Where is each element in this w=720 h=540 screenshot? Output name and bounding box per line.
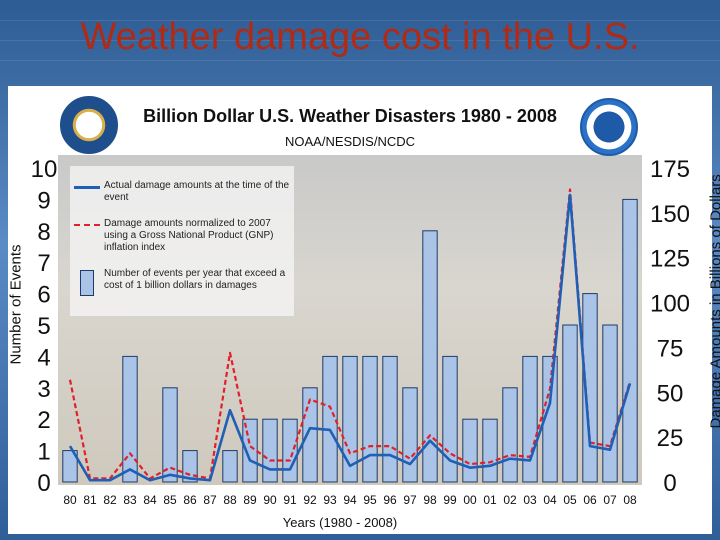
bar [402, 387, 418, 483]
x-tick-label: 91 [283, 493, 297, 507]
actual-damage-line [68, 193, 632, 482]
bar [362, 355, 378, 483]
x-tick-label: 92 [303, 493, 317, 507]
bar [602, 324, 618, 483]
bar [482, 418, 498, 483]
bar [582, 293, 598, 483]
bar [542, 355, 558, 483]
x-tick-label: 93 [323, 493, 337, 507]
y-tick-label-left: 4 [37, 344, 50, 371]
bar [562, 324, 578, 483]
x-tick-label: 90 [263, 493, 277, 507]
y-tick-label-left: 9 [37, 187, 50, 214]
y-tick-label-left: 8 [37, 219, 50, 246]
background-stripe [0, 60, 720, 61]
legend-swatch-normalized [74, 224, 100, 226]
x-tick-label: 96 [383, 493, 397, 507]
y-tick-label-right: 25 [657, 425, 684, 452]
bar [622, 198, 638, 483]
legend-item-actual: Actual damage amounts at the time of the… [74, 180, 290, 204]
legend-item-bars: Number of events per year that exceed a … [80, 268, 290, 296]
bar [422, 230, 438, 483]
x-tick-label: 95 [363, 493, 377, 507]
bar [122, 355, 138, 483]
x-tick-label: 86 [183, 493, 197, 507]
x-tick-label: 01 [483, 493, 497, 507]
x-tick-label: 94 [343, 493, 357, 507]
x-tick-label: 04 [543, 493, 557, 507]
x-tick-label: 99 [443, 493, 457, 507]
chart-subtitle: NOAA/NESDIS/NCDC [284, 134, 416, 149]
bar [222, 450, 238, 483]
y-tick-label-right: 150 [650, 201, 690, 228]
y-axis-label-left: Number of Events [7, 244, 25, 365]
x-tick-label: 80 [63, 493, 77, 507]
legend-label-actual: Actual damage amounts at the time of the… [104, 180, 290, 203]
x-tick-label: 06 [583, 493, 597, 507]
x-tick-label: 02 [503, 493, 517, 507]
x-axis-label: Years (1980 - 2008) [282, 515, 398, 530]
bar [322, 355, 338, 483]
x-tick-label: 82 [103, 493, 117, 507]
y-tick-label-left: 0 [37, 470, 50, 497]
legend-label-normalized: Damage amounts normalized to 2007 using … [104, 218, 274, 253]
x-tick-label: 05 [563, 493, 577, 507]
x-tick-label: 88 [223, 493, 237, 507]
chart-title: Billion Dollar U.S. Weather Disasters 19… [143, 106, 557, 126]
bar [462, 418, 478, 483]
y-tick-label-left: 10 [31, 156, 58, 183]
bar [382, 355, 398, 483]
x-tick-label: 84 [143, 493, 157, 507]
bar [162, 387, 178, 483]
y-tick-label-right: 125 [650, 246, 690, 273]
bar [502, 387, 518, 483]
x-tick-label: 98 [423, 493, 437, 507]
y-tick-label-left: 3 [37, 376, 50, 403]
y-tick-label-left: 7 [37, 250, 50, 277]
x-tick-label: 85 [163, 493, 177, 507]
y-tick-label-right: 50 [657, 380, 684, 407]
x-tick-label: 81 [83, 493, 97, 507]
bar [522, 355, 538, 483]
background-stripe [0, 40, 720, 41]
legend-swatch-actual [74, 186, 100, 189]
bar [62, 450, 78, 483]
x-tick-label: 89 [243, 493, 257, 507]
bar [342, 355, 358, 483]
x-tick-label: 00 [463, 493, 477, 507]
commerce-seal-logo [60, 96, 118, 154]
y-tick-label-left: 5 [37, 313, 50, 340]
x-tick-label: 07 [603, 493, 617, 507]
x-tick-label: 03 [523, 493, 537, 507]
y-axis-label-right: Damage Amounts in Billions of Dollars [707, 174, 720, 429]
legend-label-bars: Number of events per year that exceed a … [104, 268, 286, 291]
background-stripe [0, 20, 720, 21]
y-tick-label-right: 100 [650, 291, 690, 318]
y-tick-label-left: 1 [37, 439, 50, 466]
y-tick-label-left: 6 [37, 282, 50, 309]
y-tick-label-right: 175 [650, 156, 690, 183]
x-tick-label: 97 [403, 493, 417, 507]
x-tick-label: 87 [203, 493, 217, 507]
y-tick-label-left: 2 [37, 407, 50, 434]
normalized-damage-line [68, 188, 632, 480]
bar [262, 418, 278, 483]
legend-item-normalized: Damage amounts normalized to 2007 using … [74, 218, 290, 254]
noaa-logo [580, 98, 638, 156]
x-tick-label: 08 [623, 493, 637, 507]
legend: Actual damage amounts at the time of the… [70, 166, 294, 316]
x-tick-label: 83 [123, 493, 137, 507]
slide-title: Weather damage cost in the U.S. [80, 16, 640, 58]
y-tick-label-right: 75 [657, 335, 684, 362]
legend-swatch-bars [80, 270, 94, 296]
bar [282, 418, 298, 483]
y-tick-label-right: 0 [663, 470, 676, 497]
